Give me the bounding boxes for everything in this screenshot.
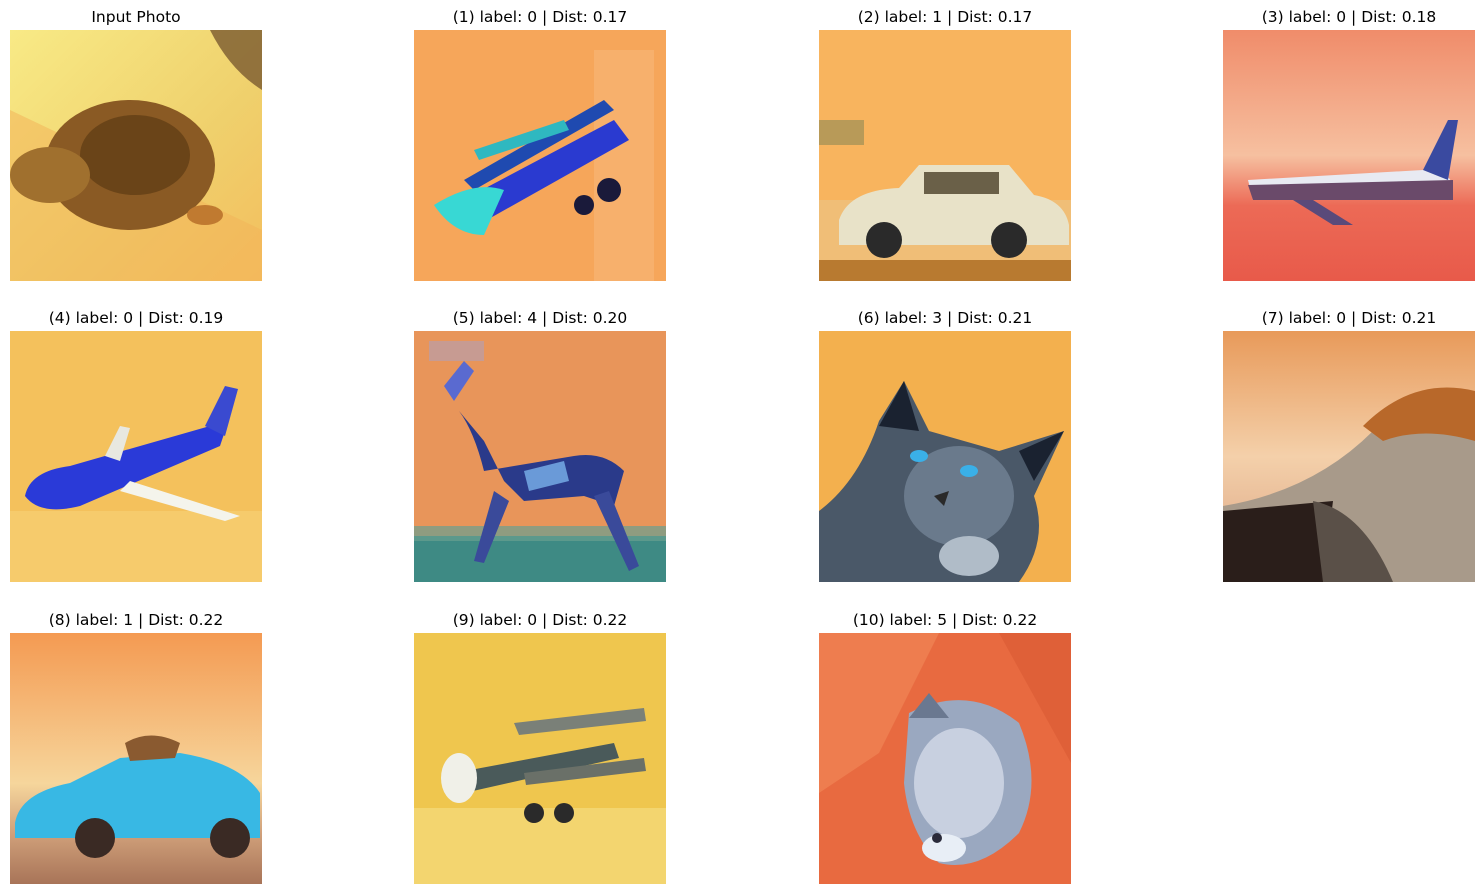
panel-title: (7) label: 0 | Dist: 0.21: [1261, 309, 1437, 327]
panel-title: Input Photo: [91, 8, 181, 26]
panel-title: (9) label: 0 | Dist: 0.22: [452, 611, 628, 629]
dog-photo-icon: [819, 633, 1071, 884]
panel-title: (10) label: 5 | Dist: 0.22: [852, 611, 1038, 629]
cat-photo-icon: [819, 331, 1071, 582]
sports-car-photo-icon: [10, 633, 262, 884]
panel-title: (4) label: 0 | Dist: 0.19: [48, 309, 224, 327]
jet-photo-icon: [10, 331, 262, 582]
panel-title: (5) label: 4 | Dist: 0.20: [452, 309, 628, 327]
airliner-photo-icon: [1223, 30, 1475, 281]
panel-title: (3) label: 0 | Dist: 0.18: [1261, 8, 1437, 26]
biplane-photo-icon: [414, 30, 666, 281]
deer-photo-icon: [414, 331, 666, 582]
panel-title: (8) label: 1 | Dist: 0.22: [48, 611, 224, 629]
car-photo-icon: [819, 30, 1071, 281]
panel-title: (6) label: 3 | Dist: 0.21: [857, 309, 1033, 327]
panel-title: (1) label: 0 | Dist: 0.17: [452, 8, 628, 26]
snail-photo-icon: [10, 30, 262, 281]
aircraft-closeup-photo-icon: [1223, 331, 1475, 582]
model-biplane-photo-icon: [414, 633, 666, 884]
panel-title: (2) label: 1 | Dist: 0.17: [857, 8, 1033, 26]
